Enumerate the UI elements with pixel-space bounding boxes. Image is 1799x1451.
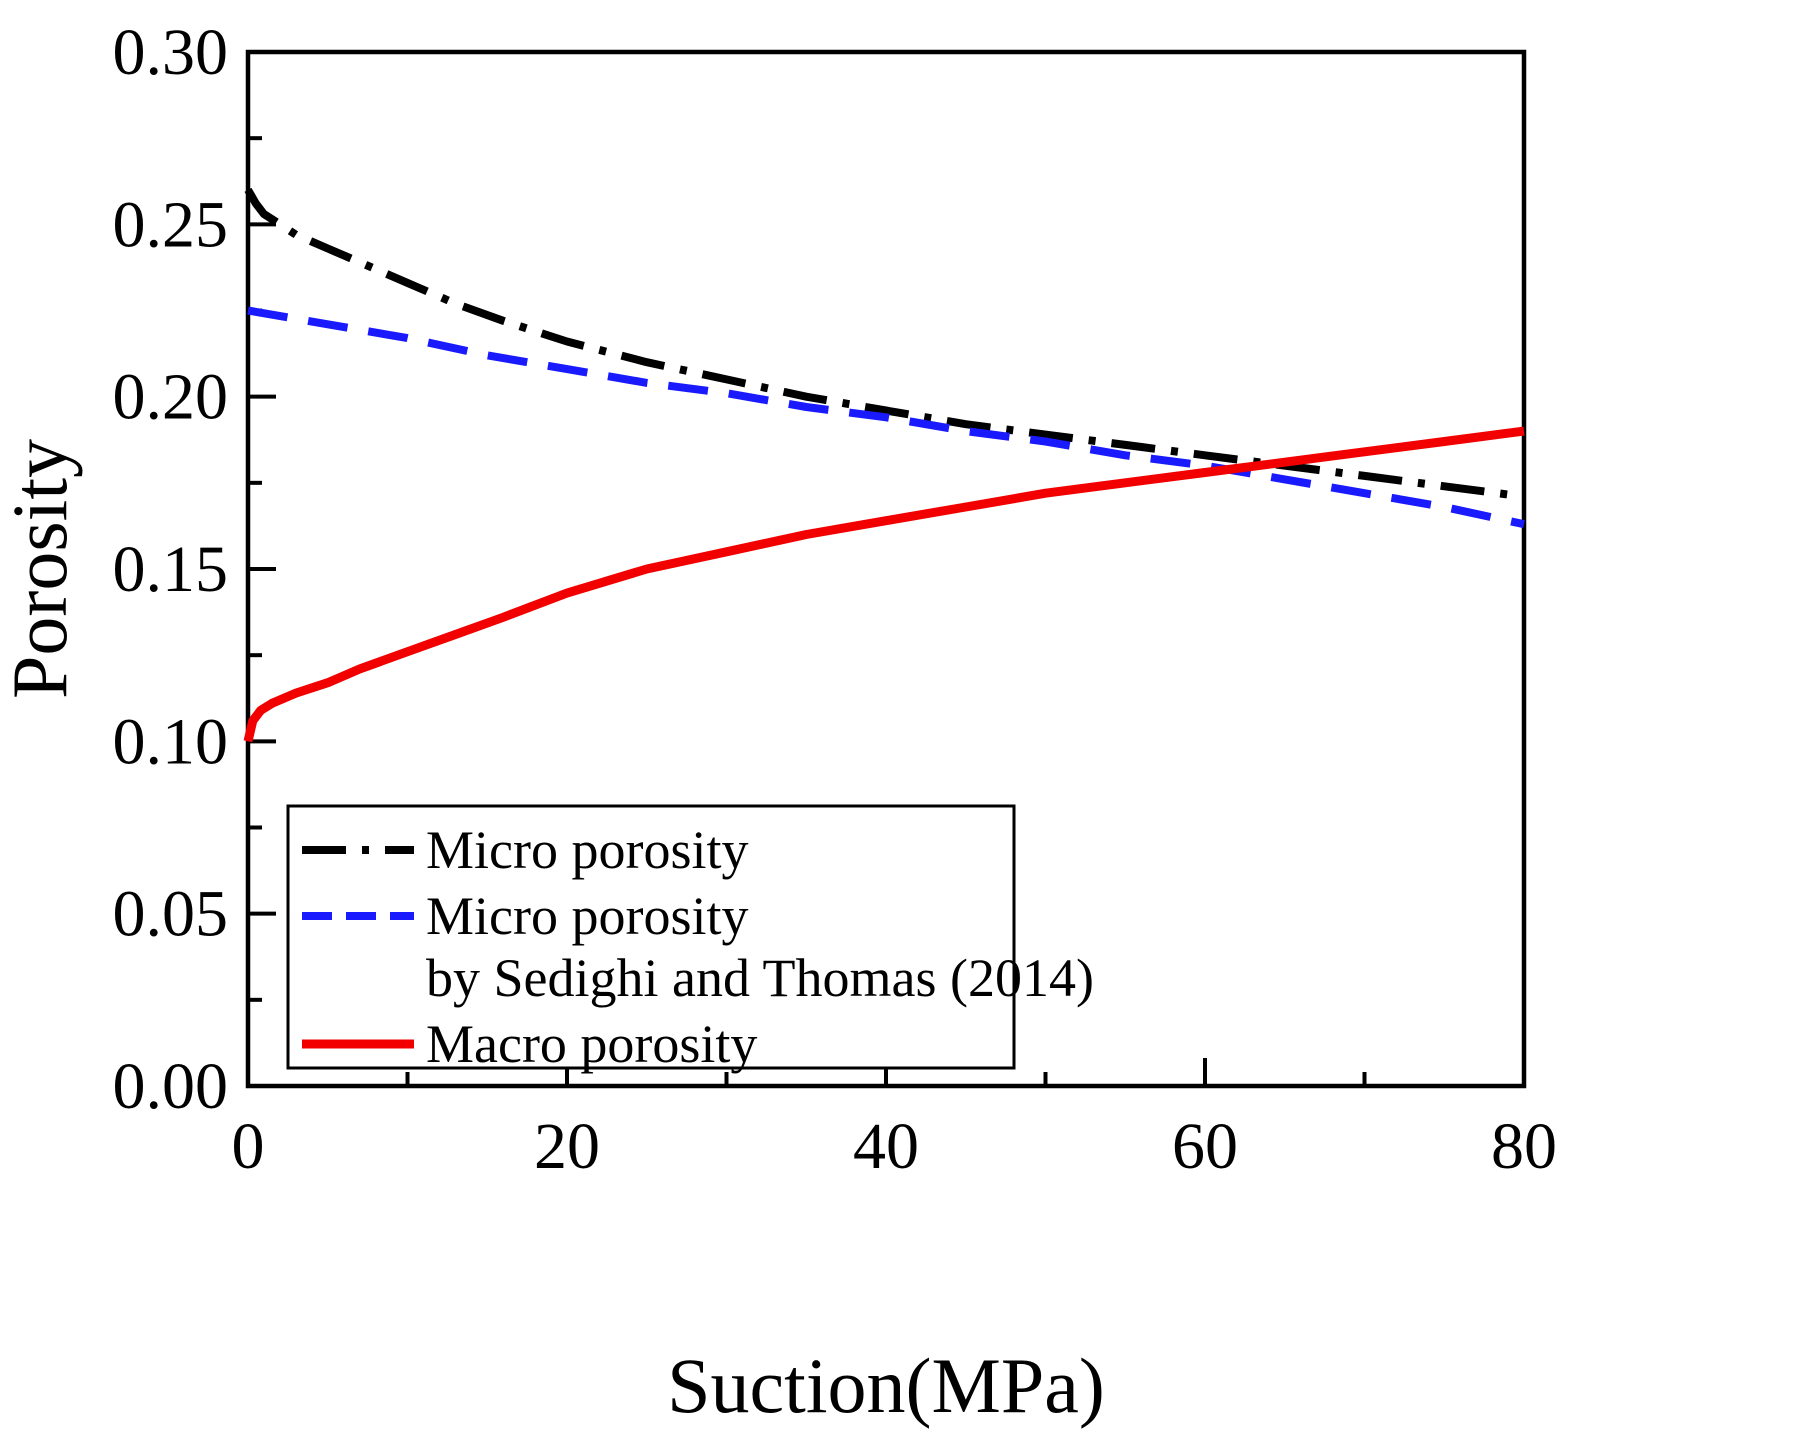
x-tick-label: 80 [1491, 1110, 1557, 1183]
series-line-macro-porosity [243, 426, 1525, 743]
x-tick-label: 0 [232, 1110, 265, 1183]
legend-label: Micro porosity [426, 820, 748, 880]
series-line-micro-porosity [244, 187, 1525, 501]
y-tick-label: 0.25 [113, 188, 229, 261]
x-tick-label: 20 [534, 1110, 600, 1183]
y-tick-label: 0.20 [113, 361, 229, 434]
y-tick-label: 0.30 [113, 16, 229, 89]
y-tick-label: 0.10 [113, 705, 229, 778]
series-lines [243, 187, 1525, 743]
legend-label: Micro porosity [426, 886, 748, 946]
x-tick-label: 60 [1172, 1110, 1238, 1183]
legend-label: Macro porosity [426, 1014, 757, 1074]
x-tick-label: 40 [853, 1110, 919, 1183]
y-axis-title: Porosity [0, 439, 83, 699]
legend-label: by Sedighi and Thomas (2014) [426, 948, 1094, 1008]
y-tick-label: 0.15 [113, 533, 229, 606]
series-line-micro-porosity-by-sedighi-and-thomas-2014- [247, 306, 1525, 529]
tick-labels: 0 20 40 60 80 0.00 0.05 0.10 0.15 0.20 0.25 0.30 [113, 16, 1558, 1183]
x-axis-title: Suction(MPa) [667, 1342, 1105, 1429]
y-tick-label: 0.00 [113, 1050, 229, 1123]
y-tick-label: 0.05 [113, 878, 229, 951]
